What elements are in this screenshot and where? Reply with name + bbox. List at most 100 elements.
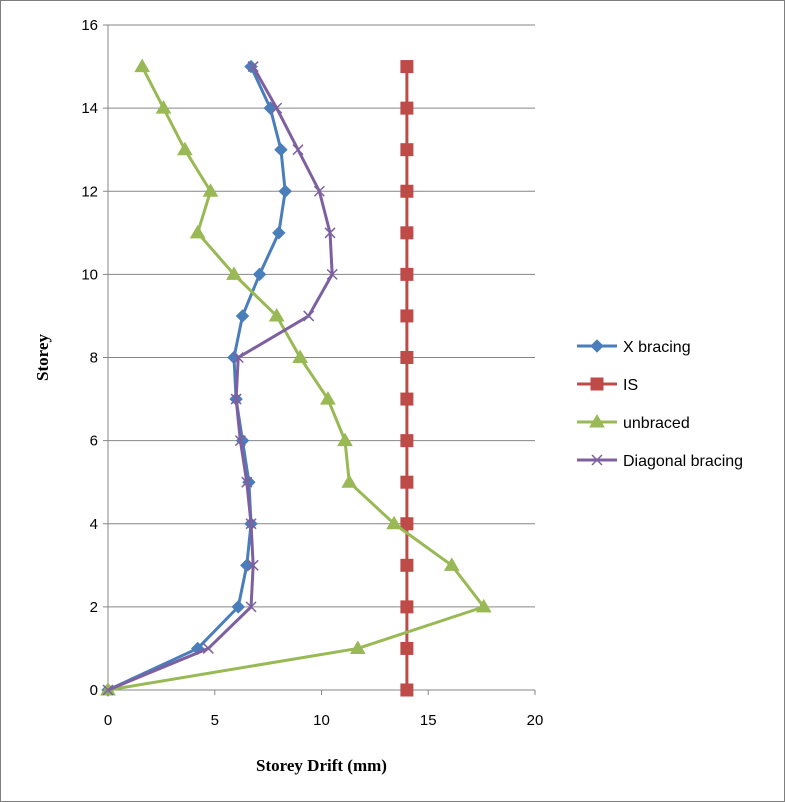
- legend-item: IS: [577, 377, 638, 394]
- marker-stroke: [292, 144, 304, 156]
- legend-item: X bracing: [577, 339, 691, 356]
- marker-stroke: [234, 435, 246, 447]
- series-line: [107, 65, 287, 692]
- data-point: [443, 557, 460, 571]
- data-point: [226, 266, 242, 280]
- series-is: [400, 60, 414, 697]
- data-point: [400, 184, 414, 198]
- data-point: [324, 227, 336, 239]
- marker-stroke: [232, 351, 244, 364]
- marker-stroke: [245, 518, 257, 530]
- y-tick-label: 14: [81, 100, 98, 117]
- y-tick-label: 2: [90, 599, 98, 616]
- data-point: [189, 224, 206, 239]
- x-axis-title: Storey Drift (mm): [256, 756, 387, 775]
- y-tick-label: 12: [81, 183, 98, 200]
- x-tick-label: 5: [211, 712, 219, 729]
- marker-stroke: [271, 102, 283, 114]
- data-point: [400, 309, 414, 323]
- data-point: [232, 351, 244, 364]
- data-point: [231, 600, 245, 614]
- legend-marker: [589, 414, 605, 428]
- marker-stroke: [324, 227, 336, 239]
- y-tick-label: 0: [90, 682, 98, 699]
- marker-stroke: [230, 393, 242, 405]
- data-point: [240, 558, 254, 573]
- data-point: [400, 101, 414, 115]
- data-point: [235, 309, 250, 323]
- grid-layer: [107, 24, 535, 691]
- data-point: [247, 559, 259, 571]
- data-point: [400, 434, 414, 448]
- legend-marker: [590, 377, 604, 391]
- marker-stroke: [241, 476, 253, 488]
- data-point: [400, 351, 414, 364]
- data-point: [337, 432, 353, 447]
- legend-label: Diagonal bracing: [623, 453, 743, 470]
- legend-label: X bracing: [623, 339, 691, 356]
- data-point: [230, 393, 242, 405]
- x-tick-label: 20: [527, 712, 544, 729]
- x-tick-label: 0: [104, 712, 112, 729]
- data-point: [155, 100, 172, 114]
- data-point: [475, 598, 492, 613]
- series-unbraced: [100, 58, 492, 696]
- series-line: [107, 65, 486, 692]
- legend-label: unbraced: [623, 415, 690, 432]
- data-point: [400, 226, 414, 240]
- data-point: [349, 640, 366, 654]
- data-point: [292, 144, 304, 156]
- marker-stroke: [202, 642, 214, 654]
- data-point: [134, 58, 151, 73]
- legend-marker: [591, 454, 603, 466]
- data-point: [320, 391, 336, 405]
- data-point: [176, 141, 193, 156]
- data-point: [241, 476, 253, 488]
- data-point: [234, 435, 246, 447]
- data-point: [400, 475, 414, 489]
- tick-layer: 0 2 4 6 8 10 12 14 16 0 5 10 15 20: [81, 17, 543, 729]
- marker-stroke: [591, 454, 603, 466]
- y-tick-label: 4: [90, 516, 98, 533]
- data-point: [400, 60, 414, 74]
- legend: X bracing IS unbraced Diagonal bracing: [577, 339, 743, 470]
- data-point: [292, 349, 309, 363]
- data-point: [202, 183, 219, 197]
- legend-item: Diagonal bracing: [577, 453, 743, 470]
- series-x-bracing: [101, 59, 292, 697]
- data-point: [303, 310, 315, 322]
- marker-stroke: [313, 185, 325, 197]
- y-tick-label: 10: [81, 266, 98, 283]
- data-point: [268, 307, 285, 322]
- data-point: [386, 515, 402, 530]
- marker-stroke: [326, 268, 338, 280]
- data-point: [202, 642, 214, 654]
- series-layer: [100, 58, 492, 697]
- series-diagonal-bracing: [102, 61, 338, 696]
- data-point: [245, 601, 257, 613]
- data-point: [341, 474, 358, 488]
- legend-item: unbraced: [577, 414, 690, 432]
- data-point: [274, 142, 288, 157]
- data-point: [400, 517, 414, 531]
- marker-stroke: [303, 310, 315, 322]
- data-point: [252, 267, 267, 282]
- data-point: [313, 185, 325, 197]
- data-point: [326, 268, 338, 280]
- data-point: [400, 143, 414, 157]
- legend-label: IS: [623, 377, 638, 394]
- y-axis-title: Storey: [33, 334, 52, 381]
- data-point: [400, 600, 414, 614]
- data-point: [271, 102, 283, 114]
- marker-stroke: [245, 601, 257, 613]
- data-point: [400, 641, 414, 655]
- data-point: [400, 267, 414, 281]
- data-point: [400, 392, 414, 406]
- y-tick-label: 16: [81, 17, 98, 34]
- data-point: [278, 184, 292, 198]
- y-tick-label: 6: [90, 433, 98, 450]
- data-point: [247, 61, 259, 73]
- data-point: [272, 226, 286, 240]
- data-point: [400, 683, 414, 697]
- x-tick-label: 10: [313, 712, 330, 729]
